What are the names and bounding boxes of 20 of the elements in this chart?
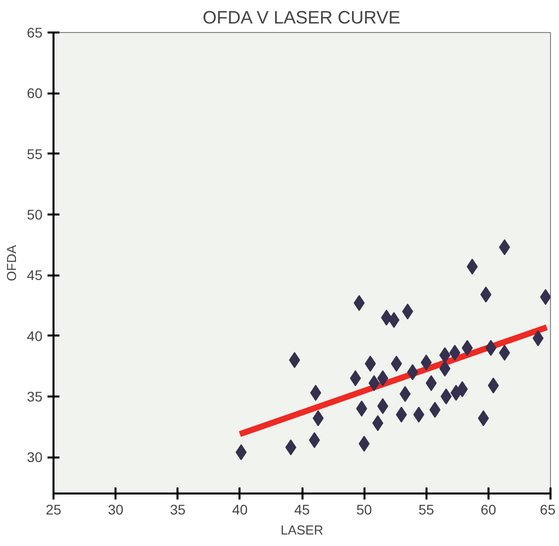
y-tick-label: 55 (26, 146, 43, 162)
x-tick-label: 55 (418, 502, 434, 518)
y-axis-title: OFDA (4, 244, 19, 282)
x-tick-label: 25 (46, 502, 62, 518)
x-tick-label: 50 (356, 502, 372, 518)
y-tick-label: 65 (26, 24, 43, 40)
x-axis-title: LASER (280, 522, 324, 538)
x-tick-label: 35 (170, 502, 186, 518)
x-tick-label: 30 (108, 502, 124, 518)
x-tick-label: 60 (480, 502, 496, 518)
x-tick-label: 65 (540, 502, 556, 518)
y-tick-label: 45 (26, 267, 43, 284)
x-tick-label: 45 (294, 502, 310, 518)
y-tick-label: 40 (26, 328, 43, 344)
y-tick-label: 60 (26, 85, 43, 102)
y-tick-label: 50 (26, 206, 43, 222)
y-tick-label: 30 (26, 449, 43, 466)
x-tick-label: 40 (232, 502, 248, 518)
y-tick-label: 35 (26, 388, 43, 404)
chart-title: OFDA V LASER CURVE (202, 8, 400, 28)
